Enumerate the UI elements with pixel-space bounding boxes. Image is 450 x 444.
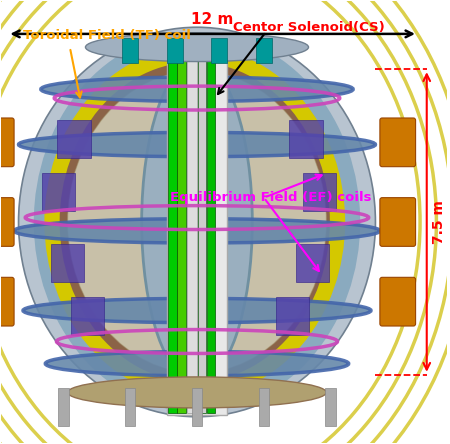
Bar xyxy=(256,38,272,63)
Bar xyxy=(42,173,75,211)
FancyBboxPatch shape xyxy=(380,118,416,166)
Ellipse shape xyxy=(68,377,326,408)
Bar xyxy=(58,388,68,426)
Bar xyxy=(166,38,183,63)
Bar xyxy=(276,297,310,335)
Text: Toroidal Field (TF) coil: Toroidal Field (TF) coil xyxy=(23,29,191,43)
Bar xyxy=(289,120,323,158)
Text: Equilibrium Field (EF) coils: Equilibrium Field (EF) coils xyxy=(170,191,372,204)
FancyBboxPatch shape xyxy=(0,118,14,166)
Ellipse shape xyxy=(41,77,353,101)
Text: 7.5 m: 7.5 m xyxy=(432,200,446,244)
Bar xyxy=(303,173,336,211)
Ellipse shape xyxy=(45,352,349,376)
Bar xyxy=(51,244,84,282)
Ellipse shape xyxy=(44,45,351,399)
Ellipse shape xyxy=(23,298,371,323)
Bar xyxy=(325,388,336,426)
FancyBboxPatch shape xyxy=(380,198,416,246)
FancyBboxPatch shape xyxy=(380,278,416,326)
Bar xyxy=(259,388,269,426)
Ellipse shape xyxy=(18,27,375,417)
FancyBboxPatch shape xyxy=(0,278,14,326)
Bar xyxy=(192,388,202,426)
Ellipse shape xyxy=(18,132,375,157)
FancyBboxPatch shape xyxy=(0,198,14,246)
Bar xyxy=(198,35,206,413)
Bar xyxy=(166,34,227,415)
Bar xyxy=(296,244,329,282)
Bar xyxy=(57,120,91,158)
Text: 12 m: 12 m xyxy=(191,12,234,27)
Bar xyxy=(122,38,138,63)
Ellipse shape xyxy=(68,71,326,373)
Bar xyxy=(71,297,104,335)
Bar xyxy=(177,35,186,413)
Bar xyxy=(187,35,197,413)
Bar xyxy=(211,38,227,63)
Bar xyxy=(168,35,177,413)
Ellipse shape xyxy=(14,219,380,243)
Bar xyxy=(207,35,215,413)
Text: Centor Solenoid(CS): Centor Solenoid(CS) xyxy=(233,20,384,34)
Ellipse shape xyxy=(86,33,309,62)
Ellipse shape xyxy=(142,61,252,383)
Bar xyxy=(125,388,135,426)
